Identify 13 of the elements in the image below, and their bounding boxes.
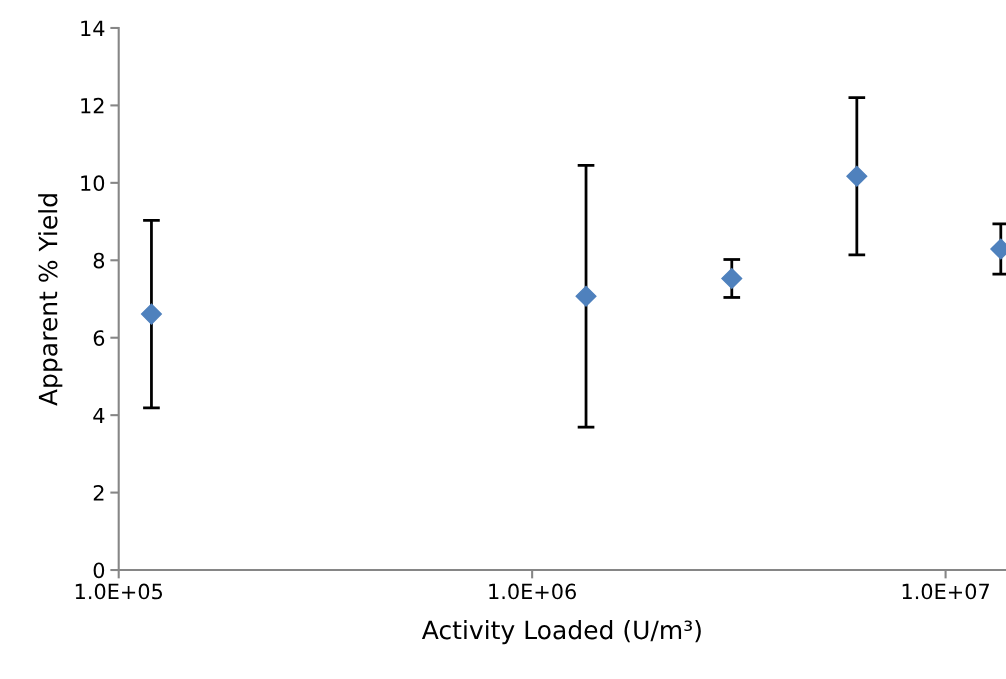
x-axis-title: Activity Loaded (U/m³) xyxy=(421,620,701,645)
x-tick-label: 1.0E+06 xyxy=(489,583,576,600)
y-tick-label: 14 xyxy=(81,20,105,36)
x-tick-label: 1.0E+07 xyxy=(902,583,989,600)
y-tick-label: 12 xyxy=(81,97,104,114)
y-tick-label: 6 xyxy=(93,330,105,346)
y-tick-label: 8 xyxy=(93,252,105,269)
y-axis-title: Apparent % Yield xyxy=(38,194,63,406)
x-tick-label: 1.0E+05 xyxy=(75,583,163,600)
y-tick-label: 0 xyxy=(93,562,105,579)
y-tick-label: 10 xyxy=(81,175,105,192)
y-tick-label: 4 xyxy=(93,407,105,424)
y-tick-label: 2 xyxy=(93,485,104,501)
